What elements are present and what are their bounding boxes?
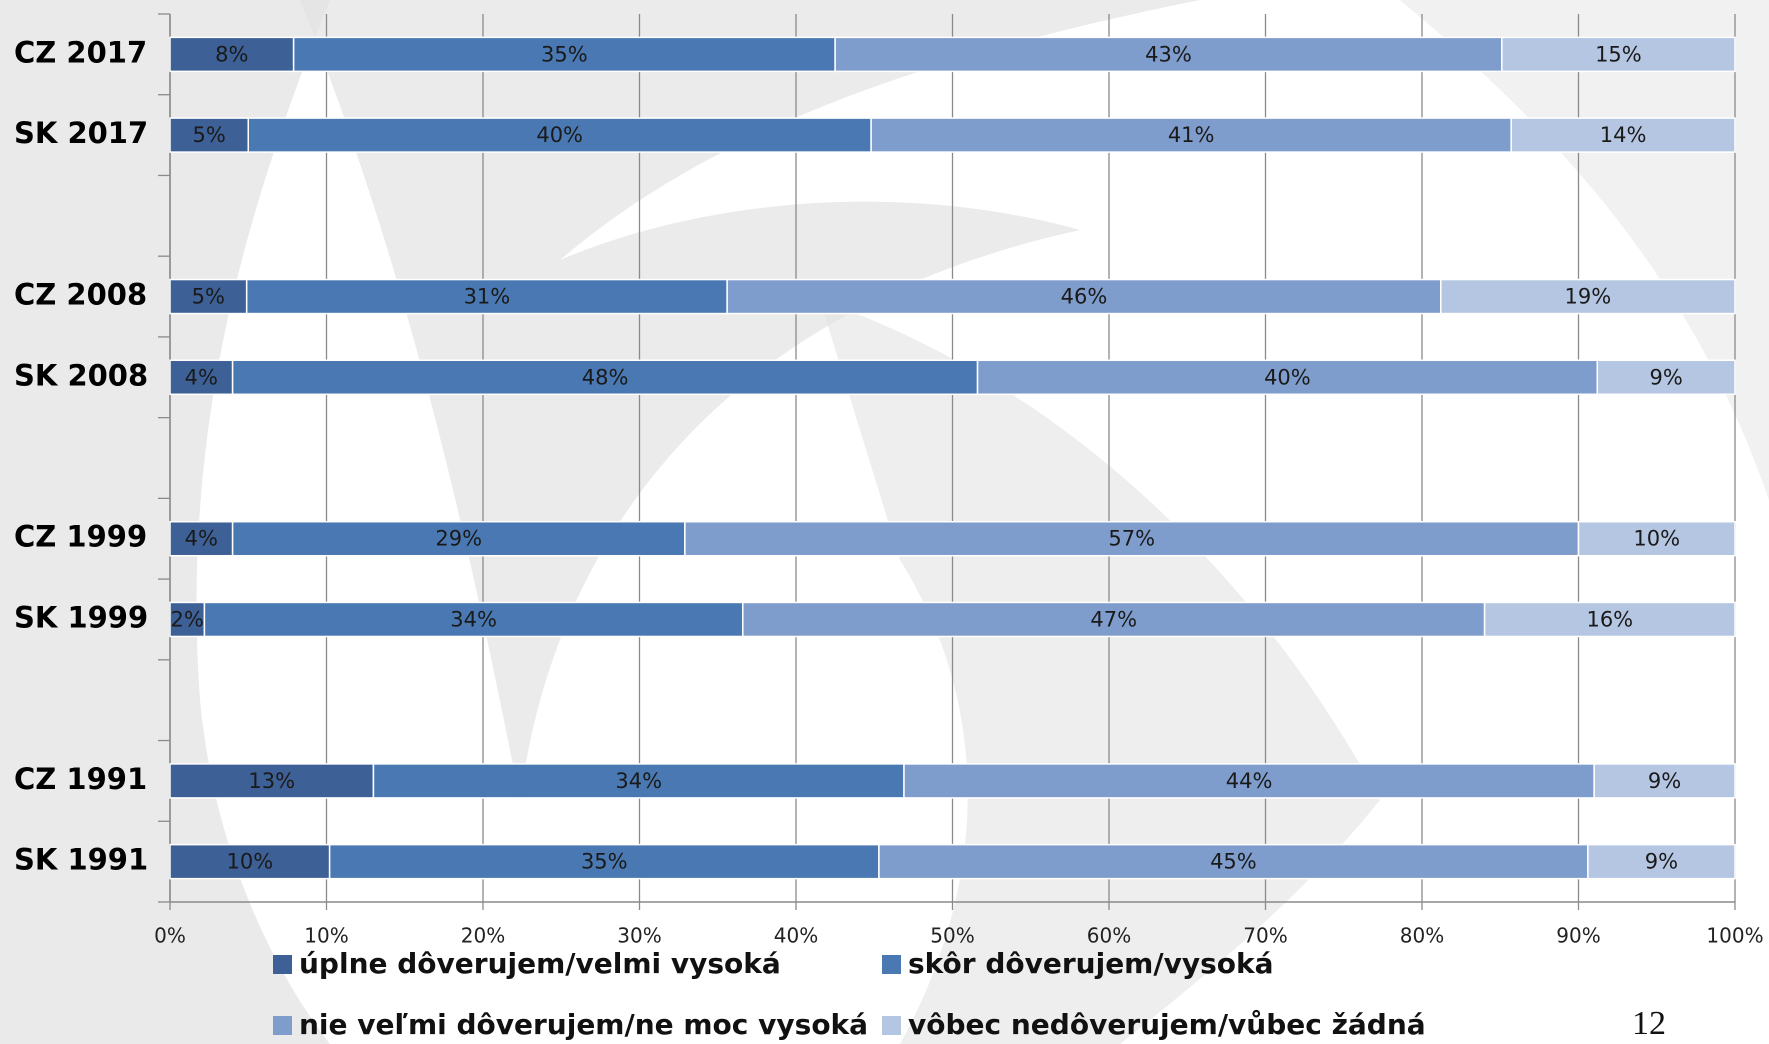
bar-segment xyxy=(328,843,880,880)
data-label: 47% xyxy=(1090,607,1137,631)
data-label: 35% xyxy=(581,850,628,874)
data-label: 19% xyxy=(1565,285,1612,309)
category-label: SK 1999 xyxy=(14,600,148,634)
data-label: 35% xyxy=(541,42,588,66)
legend-label: úplne dôverujem/velmi vysoká xyxy=(299,947,781,980)
data-label: 8% xyxy=(215,42,248,66)
x-tick-label: 70% xyxy=(1243,924,1287,948)
data-label: 41% xyxy=(1168,123,1215,147)
bar-segment xyxy=(169,359,234,396)
bar-segment xyxy=(1593,763,1736,799)
x-tick-label: 90% xyxy=(1556,924,1600,948)
legend-swatch xyxy=(882,1016,901,1035)
data-label: 5% xyxy=(192,123,225,147)
data-label: 9% xyxy=(1645,850,1678,874)
bar-segment xyxy=(231,520,686,557)
x-tick-label: 40% xyxy=(774,924,818,948)
data-label: 4% xyxy=(185,527,218,551)
bar-segment xyxy=(1596,359,1736,396)
category-label: CZ 2008 xyxy=(14,278,147,312)
bar-segment xyxy=(372,763,905,799)
bar-segment xyxy=(903,763,1595,799)
category-label: SK 1991 xyxy=(14,843,148,877)
data-label: 48% xyxy=(582,365,629,389)
data-label: 46% xyxy=(1061,285,1108,309)
data-label: 34% xyxy=(615,769,662,793)
legend-label: nie veľmi dôverujem/ne moc vysoká xyxy=(299,1008,868,1041)
bar-segment xyxy=(1483,601,1736,638)
category-label: CZ 2017 xyxy=(14,35,147,69)
x-tick-label: 50% xyxy=(930,924,974,948)
bar-segment xyxy=(684,520,1580,557)
x-tick-label: 30% xyxy=(617,924,661,948)
legend-swatch xyxy=(273,955,292,974)
data-label: 5% xyxy=(192,285,225,309)
data-label: 10% xyxy=(1633,527,1680,551)
data-label: 34% xyxy=(450,607,497,631)
data-label: 15% xyxy=(1595,42,1642,66)
data-label: 40% xyxy=(536,123,583,147)
x-tick-label: 20% xyxy=(461,924,505,948)
data-label: 57% xyxy=(1108,527,1155,551)
data-label: 9% xyxy=(1648,769,1681,793)
data-label: 43% xyxy=(1145,42,1192,66)
data-label: 44% xyxy=(1226,769,1273,793)
bar-segment xyxy=(169,843,331,880)
bar-segment xyxy=(1587,843,1736,880)
x-tick-label: 60% xyxy=(1087,924,1131,948)
category-label: SK 2008 xyxy=(14,358,148,392)
data-label: 29% xyxy=(435,527,482,551)
x-tick-label: 0% xyxy=(154,924,186,948)
bar-segment xyxy=(1501,36,1736,73)
data-label: 13% xyxy=(248,769,295,793)
legend-label: skôr dôverujem/vysoká xyxy=(908,947,1274,980)
data-label: 4% xyxy=(185,365,218,389)
data-label: 2% xyxy=(171,607,204,631)
data-label: 10% xyxy=(226,850,273,874)
bar-segment xyxy=(1440,278,1736,315)
category-label: CZ 1999 xyxy=(14,520,147,554)
data-label: 9% xyxy=(1649,365,1682,389)
bar-segment xyxy=(878,843,1589,880)
bar-segment xyxy=(245,278,728,315)
bar-segment xyxy=(169,117,249,153)
data-label: 16% xyxy=(1586,607,1633,631)
category-label: SK 2017 xyxy=(14,116,148,150)
x-tick-label: 100% xyxy=(1706,924,1763,948)
bar-segment xyxy=(1510,117,1736,153)
category-label: CZ 1991 xyxy=(14,762,147,796)
data-label: 31% xyxy=(464,285,511,309)
x-tick-label: 10% xyxy=(304,924,348,948)
bar-segment xyxy=(203,601,744,638)
bar-segment xyxy=(231,359,979,396)
bar-segment xyxy=(1577,520,1736,557)
data-label: 14% xyxy=(1600,123,1647,147)
data-label: 40% xyxy=(1264,365,1311,389)
legend-label: vôbec nedôverujem/vůbec žádná xyxy=(908,1008,1426,1041)
data-label: 45% xyxy=(1210,850,1257,874)
bar-segment xyxy=(834,36,1503,73)
bar-segment xyxy=(169,763,375,799)
legend-swatch xyxy=(882,955,901,974)
x-tick-label: 80% xyxy=(1400,924,1444,948)
legend-swatch xyxy=(273,1016,292,1035)
slide-number: 12 xyxy=(1632,1005,1666,1042)
bar-segment xyxy=(726,278,1442,315)
bar-segment xyxy=(169,36,295,73)
bar-segment xyxy=(870,117,1512,153)
